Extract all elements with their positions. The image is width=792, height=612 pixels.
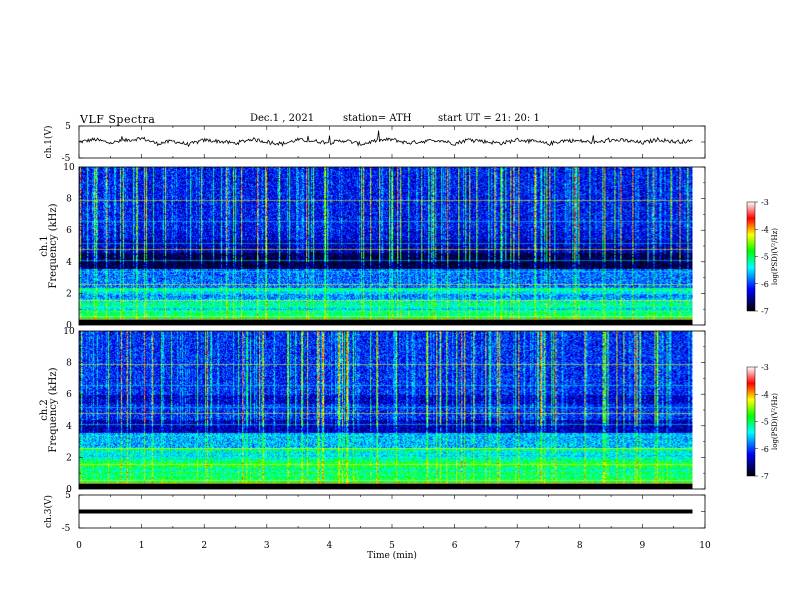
ch2-colorbar-tick-label: -5 [761,418,769,427]
ch3_voltage-ylabel: ch.3(V) [43,495,54,528]
ch2-spectrogram-panel: 10 8 6 4 2 0 Frequency (kHz)ch.2 [39,327,706,495]
ch3_voltage-ytick-label: 5 [65,491,71,501]
ch1-colorbar-tick-label: -7 [761,307,769,316]
ch1-colorbar-tick-label: -4 [761,225,769,234]
ch1_spectrogram-ytick-label: 2 [66,289,72,299]
ch1-colorbar-tick-label: -5 [761,253,769,262]
ch2-colorbar-tick-label: -4 [761,390,769,399]
ch2-colorbar-tick-label: -6 [761,445,769,454]
ch2_spectrogram-ytick-label: 6 [66,390,72,400]
ch2-colorbar-tick-label: -7 [761,472,769,481]
ch2_spectrogram-ytick-label: 8 [66,359,72,369]
time-axis-label: Time (min) [367,550,417,561]
ch1_spectrogram-ytick-label: 6 [66,226,72,236]
ch1_voltage-series-line [78,130,693,148]
ch1_spectrogram-ytick-label: 4 [66,258,72,268]
ch2-colorbar-tick-label: -3 [761,363,769,372]
ch1-spectrogram-panel: 10 8 6 4 2 0 Frequency (kHz)ch.1 [39,163,706,331]
time-axis: 0 1 2 3 4 5 6 7 8 9 10 Time (min) [76,541,711,561]
ch1-colorbar-gradient [746,201,756,312]
ch1_voltage-ytick-label: 5 [65,122,71,132]
header-title: VLF Spectra [80,113,156,126]
ch1_voltage-ylabel: ch.1(V) [43,126,54,159]
time-tick-label: 10 [699,541,711,551]
ch1-voltage-panel: 5 -5 ch.1(V) [43,122,706,164]
time-tick-label: 0 [76,541,82,551]
ch2_spectrogram-heatmap-image [79,331,693,489]
ch1_spectrogram-zero-band [79,320,693,325]
ch1_spectrogram-ylabel: Frequency (kHz) [48,203,59,288]
ch2_spectrogram-ylabel2: ch.2 [39,399,50,421]
time-tick-label: 9 [640,541,646,551]
ch2_spectrogram-ytick-label: 4 [66,422,72,432]
ch1-colorbar: -3 -4 -5 -6 -7 log(PSD)(V²/Hz) [746,198,779,316]
ch2-colorbar-label: log(PSD)(V²/Hz) [771,393,779,450]
time-tick-label: 2 [201,541,207,551]
ch1_spectrogram-ytick-label: 0 [66,321,72,331]
time-tick-label: 4 [327,541,333,551]
time-tick-label: 3 [264,541,270,551]
ch1_spectrogram-heatmap-image [79,167,693,325]
ch1_voltage-ytick-label: -5 [62,154,71,164]
ch2_spectrogram-zero-band [79,484,693,489]
ch3-voltage-panel: 5 -5 ch.3(V) [43,491,706,534]
ch1_spectrogram-ylabel2: ch.1 [39,235,50,257]
time-tick-label: 7 [514,541,520,551]
header-station: station= ATH [343,113,412,124]
ch1-colorbar-tick-label: -3 [761,198,769,207]
ch1_spectrogram-ytick-label: 10 [63,163,75,173]
time-tick-label: 6 [452,541,458,551]
time-tick-label: 1 [139,541,145,551]
ch1_voltage-frame [78,125,706,159]
ch2_spectrogram-ylabel: Frequency (kHz) [48,367,59,452]
ch1_spectrogram-ytick-label: 8 [66,195,72,205]
ch2_spectrogram-ytick-label: 2 [66,453,72,463]
header-date: Dec.1 , 2021 [250,113,315,124]
ch1-colorbar-tick-label: -6 [761,280,769,289]
header-start-time: start UT = 21: 20: 1 [438,113,540,124]
ch2-colorbar-gradient [746,366,756,477]
ch2-colorbar: -3 -4 -5 -6 -7 log(PSD)(V²/Hz) [746,363,779,481]
time-tick-label: 5 [389,541,395,551]
ch3_voltage-ytick-label: -5 [62,524,71,534]
ch2_spectrogram-ytick-label: 10 [63,327,75,337]
ch1-colorbar-label: log(PSD)(V²/Hz) [771,228,779,285]
time-tick-label: 8 [577,541,583,551]
ch2_spectrogram-ytick-label: 0 [66,485,72,495]
